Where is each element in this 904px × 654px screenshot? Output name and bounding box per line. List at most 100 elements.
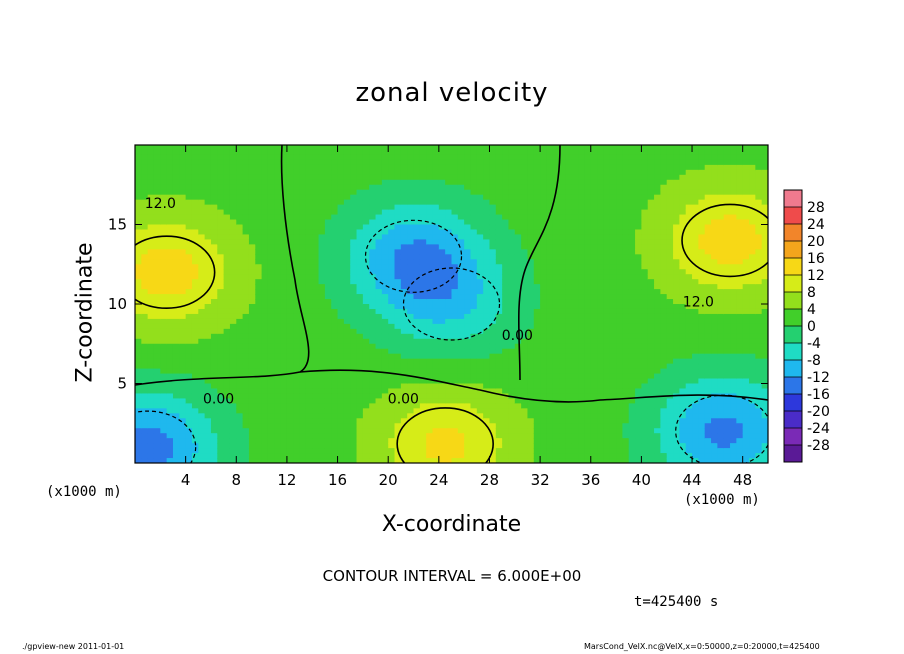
field-cell [356, 383, 364, 390]
field-cell [369, 234, 377, 241]
field-cell [603, 438, 611, 444]
field-cell [407, 229, 415, 236]
field-cell [267, 259, 275, 265]
field-cell [445, 174, 453, 181]
field-cell [204, 294, 212, 300]
field-cell [609, 304, 617, 310]
field-cell [438, 393, 446, 400]
field-cell [476, 353, 484, 360]
field-cell [153, 294, 161, 300]
field-cell [236, 284, 244, 290]
field-cell [350, 388, 358, 395]
field-cell [267, 308, 275, 315]
field-cell [375, 269, 383, 275]
field-cell [476, 388, 484, 395]
field-cell [356, 224, 364, 231]
field-cell [464, 348, 472, 355]
field-cell [597, 174, 605, 181]
field-cell [527, 388, 535, 395]
field-cell [438, 403, 446, 409]
field-cell [204, 304, 212, 310]
field-cell [236, 199, 244, 206]
field-cell [305, 453, 313, 459]
field-cell [204, 348, 212, 355]
field-cell [305, 408, 313, 414]
field-cell [413, 333, 421, 340]
field-cell [223, 393, 231, 400]
field-cell [172, 199, 180, 206]
field-cell [147, 189, 155, 196]
field-cell [217, 453, 225, 459]
field-cell [470, 229, 478, 236]
field-cell [609, 249, 617, 255]
field-cell [438, 249, 446, 255]
field-cell [248, 204, 256, 211]
field-cell [343, 333, 351, 340]
field-cell [413, 249, 421, 255]
field-cell [578, 189, 586, 196]
field-cell [407, 154, 415, 161]
field-cell [261, 234, 269, 241]
field-cell [407, 184, 415, 191]
field-cell [508, 219, 516, 226]
field-cell [198, 194, 206, 201]
field-cell [210, 219, 218, 226]
field-cell [521, 443, 529, 449]
field-cell [514, 184, 522, 191]
field-cell [470, 328, 478, 335]
field-cell [312, 393, 320, 400]
field-cell [438, 169, 446, 176]
field-cell [419, 284, 427, 290]
field-cell [312, 353, 320, 360]
field-cell [362, 145, 370, 151]
field-cell [578, 393, 586, 400]
field-cell [305, 214, 313, 221]
field-cell [521, 254, 529, 260]
field-cell [362, 408, 370, 414]
field-cell [533, 269, 541, 275]
field-cell [426, 219, 434, 226]
field-cell [369, 313, 377, 320]
field-cell [445, 373, 453, 380]
field-cell [185, 378, 193, 385]
field-cell [324, 398, 332, 404]
field-cell [514, 458, 522, 463]
field-cell [135, 313, 142, 320]
field-cell [242, 304, 250, 310]
field-cell [267, 209, 275, 216]
field-cell [172, 433, 180, 439]
field-cell [356, 254, 364, 260]
field-cell [407, 308, 415, 315]
field-cell [552, 358, 560, 365]
field-cell [312, 373, 320, 380]
field-cell [248, 323, 256, 330]
field-cell [514, 249, 522, 255]
field-cell [578, 308, 586, 315]
field-cell [217, 398, 225, 404]
field-cell [198, 269, 206, 275]
field-cell [135, 318, 142, 325]
field-cell [318, 363, 326, 370]
field-cell [451, 443, 459, 449]
field-cell [179, 438, 187, 444]
field-cell [502, 289, 510, 295]
field-cell [255, 214, 263, 221]
field-cell [236, 164, 244, 171]
field-cell [565, 338, 573, 345]
field-cell [521, 264, 529, 270]
field-cell [236, 373, 244, 380]
field-cell [236, 259, 244, 265]
field-cell [141, 443, 149, 449]
field-cell [457, 145, 465, 151]
field-cell [597, 149, 605, 156]
field-cell [267, 269, 275, 275]
field-cell [578, 413, 586, 419]
field-cell [400, 343, 408, 350]
field-cell [470, 313, 478, 320]
field-cell [343, 214, 351, 221]
field-cell [255, 428, 263, 434]
field-cell [337, 145, 345, 151]
field-cell [388, 184, 396, 191]
field-cell [248, 358, 256, 365]
field-cell [432, 249, 440, 255]
